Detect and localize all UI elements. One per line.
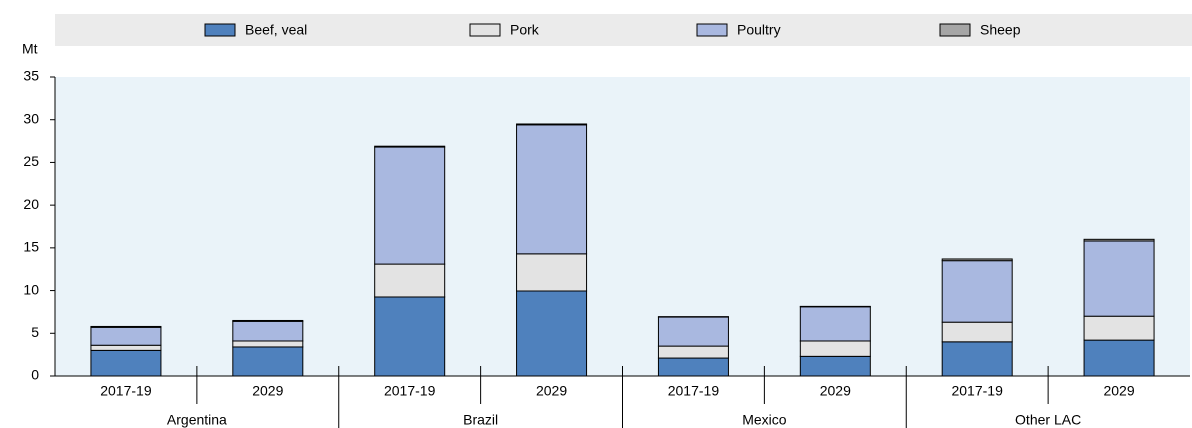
bar-segment xyxy=(232,320,304,342)
bar-segment xyxy=(516,123,588,126)
bar-segment xyxy=(1083,238,1155,242)
legend-swatch xyxy=(696,23,728,37)
bar-segment xyxy=(374,296,446,377)
x-tick-label: 2029 xyxy=(820,383,851,399)
bar-segment xyxy=(232,346,304,377)
y-tick-label: 35 xyxy=(23,68,39,84)
legend-label: Pork xyxy=(510,22,540,38)
x-tick-label: 2017-19 xyxy=(384,383,436,399)
bar-segment xyxy=(374,263,446,298)
bar-segment xyxy=(90,325,162,328)
legend-swatch xyxy=(204,23,236,37)
x-tick-label: 2029 xyxy=(252,383,283,399)
bar-segment xyxy=(657,316,729,347)
bar-segment xyxy=(90,349,162,377)
y-axis-label: Mt xyxy=(22,41,38,57)
legend-label: Sheep xyxy=(980,22,1021,38)
bar-segment xyxy=(374,146,446,265)
bar-segment xyxy=(516,290,588,377)
legend-swatch xyxy=(939,23,971,37)
bar-segment xyxy=(941,341,1013,377)
y-tick-label: 25 xyxy=(23,153,39,169)
bar-segment xyxy=(657,357,729,377)
legend-swatch xyxy=(469,23,501,37)
plot-area xyxy=(55,77,1190,376)
bar-segment xyxy=(799,306,871,342)
bar-segment xyxy=(374,145,446,148)
legend-band xyxy=(55,14,1192,46)
bar-segment xyxy=(90,344,162,351)
bar-segment xyxy=(90,326,162,346)
legend-label: Beef, veal xyxy=(245,22,307,38)
y-tick-label: 5 xyxy=(31,324,39,340)
bar-segment xyxy=(799,355,871,377)
group-label: Argentina xyxy=(167,412,227,428)
bar-segment xyxy=(232,319,304,322)
x-tick-label: 2017-19 xyxy=(668,383,720,399)
bar-segment xyxy=(657,345,729,359)
bar-segment xyxy=(941,321,1013,343)
legend-label: Poultry xyxy=(737,22,781,38)
bar-segment xyxy=(941,258,1013,262)
y-tick-label: 30 xyxy=(23,110,39,126)
x-tick-label: 2029 xyxy=(536,383,567,399)
bar-segment xyxy=(799,340,871,357)
group-label: Other LAC xyxy=(1015,412,1081,428)
x-tick-label: 2017-19 xyxy=(951,383,1003,399)
bar-segment xyxy=(516,124,588,255)
x-tick-label: 2017-19 xyxy=(100,383,152,399)
x-tick-label: 2029 xyxy=(1103,383,1134,399)
y-tick-label: 20 xyxy=(23,196,39,212)
bar-segment xyxy=(1083,240,1155,317)
bar-segment xyxy=(516,253,588,292)
y-tick-label: 15 xyxy=(23,239,39,255)
bar-segment xyxy=(232,340,304,348)
bar-segment xyxy=(1083,339,1155,377)
y-tick-label: 10 xyxy=(23,281,39,297)
y-tick-label: 0 xyxy=(31,367,39,383)
group-label: Mexico xyxy=(742,412,787,428)
bar-segment xyxy=(1083,315,1155,341)
bar-segment xyxy=(941,260,1013,323)
group-label: Brazil xyxy=(463,412,498,428)
